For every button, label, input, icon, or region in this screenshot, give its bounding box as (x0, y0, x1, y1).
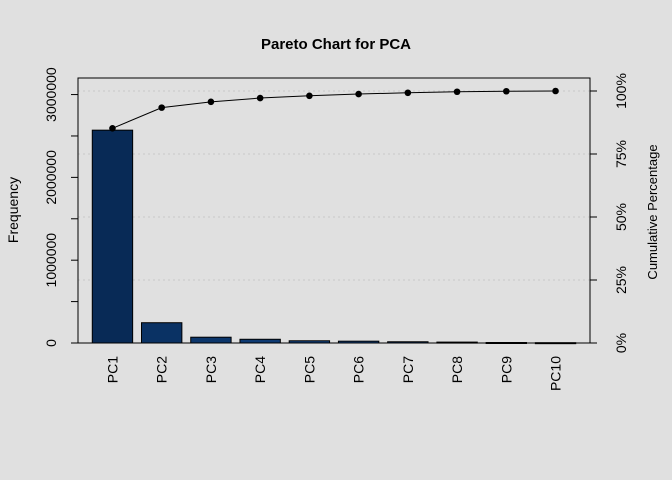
cumulative-point (503, 87, 510, 95)
y-tick-label: 1000000 (43, 233, 59, 288)
bar (141, 322, 183, 344)
x-tick-label: PC5 (301, 356, 317, 383)
x-tick-label: PC4 (252, 356, 268, 383)
cumulative-polyline (112, 90, 556, 129)
y2-tick-label: 25% (613, 266, 629, 294)
y2-tick-label: 100% (613, 73, 629, 109)
x-tick-label: PC8 (449, 356, 465, 383)
bar (239, 338, 281, 344)
x-axis: PC1 PC2 PC3 PC4 PC5 PC6 PC7 PC8 PC9 PC10 (104, 356, 563, 391)
x-tick-label: PC9 (498, 356, 514, 383)
grid-lines (78, 90, 590, 344)
y-axis-title: Frequency (5, 177, 21, 243)
y2-tick-label: 0% (613, 333, 629, 353)
cumulative-point (306, 92, 313, 100)
bar (91, 129, 134, 344)
plot-frame (77, 77, 591, 344)
bar (190, 336, 232, 344)
cumulative-point (552, 87, 559, 95)
y-axis-left: 0 1000000 2000000 3000000 (43, 67, 78, 347)
x-tick-label: PC10 (548, 356, 564, 391)
cumulative-point (158, 104, 165, 111)
bars (91, 129, 577, 345)
x-tick-label: PC6 (351, 356, 367, 383)
cumulative-point (453, 88, 461, 96)
x-tick-label: PC3 (203, 356, 219, 383)
y-tick-label: 0 (43, 339, 59, 347)
cumulative-point (404, 89, 412, 97)
cumulative-line (109, 87, 559, 132)
cumulative-point (355, 90, 362, 98)
x-tick-label: PC7 (400, 356, 416, 383)
cumulative-point (256, 94, 264, 102)
x-tick-label: PC2 (154, 356, 170, 383)
chart-title: Pareto Chart for PCA (261, 36, 411, 53)
y-tick-label: 3000000 (43, 67, 59, 122)
y-tick-label: 2000000 (43, 150, 59, 205)
y2-tick-label: 75% (613, 140, 629, 168)
y2-tick-label: 50% (613, 203, 629, 231)
y2-axis-title: Cumulative Percentage (645, 144, 660, 279)
cumulative-point (207, 98, 215, 106)
x-tick-label: PC1 (104, 356, 120, 383)
y-axis-right: 0% 25% 50% 75% 100% (590, 73, 629, 353)
cumulative-point (109, 124, 116, 132)
